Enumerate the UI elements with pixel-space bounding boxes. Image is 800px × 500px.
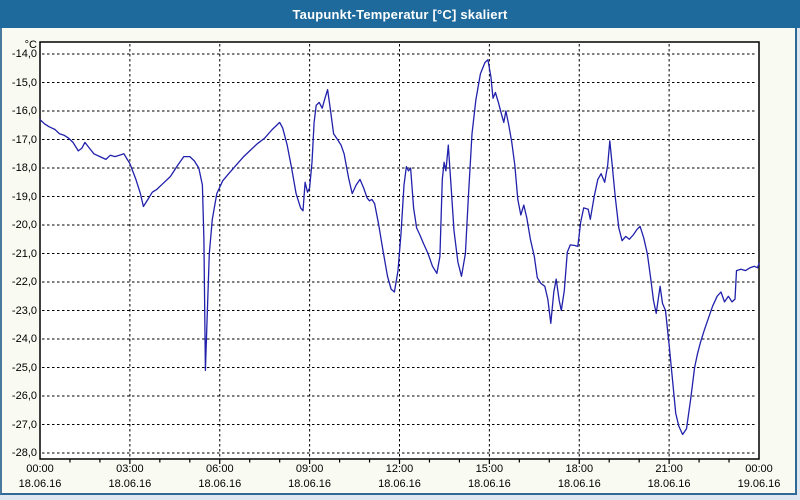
window-title: Taupunkt-Temperatur [°C] skaliert <box>292 6 508 22</box>
x-axis-time-label: 15:00 <box>475 463 504 475</box>
x-axis-time-label: 12:00 <box>385 463 414 475</box>
x-axis-time-label: 18:00 <box>565 463 594 475</box>
y-axis-tick-label: -20,0 <box>11 219 37 231</box>
x-axis-time-label: 00:00 <box>26 463 54 475</box>
y-axis-tick-label: -26,0 <box>11 390 37 402</box>
x-axis-time-label: 09:00 <box>295 463 324 475</box>
y-axis-tick-label: -25,0 <box>11 361 37 374</box>
x-axis-date-label: 18.06.16 <box>18 478 62 490</box>
y-axis-tick-label: -28,0 <box>11 447 37 459</box>
x-axis-time-label: 03:00 <box>116 463 144 475</box>
x-axis-date-label: 19.06.16 <box>737 478 781 490</box>
y-axis-tick-label: -27,0 <box>11 418 37 431</box>
x-axis-date-label: 18.06.16 <box>647 478 691 490</box>
y-axis-tick-label: -22,0 <box>11 276 37 288</box>
window-title-bar: Taupunkt-Temperatur [°C] skaliert <box>0 0 800 28</box>
x-axis-date-label: 18.06.16 <box>198 478 242 490</box>
x-axis-date-label: 18.06.16 <box>378 478 421 490</box>
y-axis-tick-label: -21,0 <box>11 247 37 260</box>
y-axis-tick-label: -23,0 <box>11 304 37 317</box>
x-axis-time-label: 21:00 <box>655 463 683 475</box>
y-axis-tick-label: -24,0 <box>11 333 37 345</box>
y-axis-unit-label: °C <box>24 39 37 51</box>
x-axis-time-label: 00:00 <box>745 463 773 475</box>
y-axis-tick-label: -18,0 <box>11 162 37 174</box>
x-axis-date-label: 18.06.16 <box>467 478 511 490</box>
y-axis-tick-label: -19,0 <box>11 190 37 203</box>
x-axis-date-label: 18.06.16 <box>288 478 331 490</box>
x-axis-time-label: 06:00 <box>206 463 234 475</box>
x-axis-date-label: 18.06.16 <box>557 478 601 490</box>
x-axis-date-label: 18.06.16 <box>108 478 152 490</box>
y-axis-tick-label: -14,0 <box>11 48 37 60</box>
y-axis-tick-label: -15,0 <box>11 76 37 89</box>
y-axis-tick-label: -17,0 <box>11 133 37 146</box>
y-axis-tick-label: -16,0 <box>11 105 37 117</box>
